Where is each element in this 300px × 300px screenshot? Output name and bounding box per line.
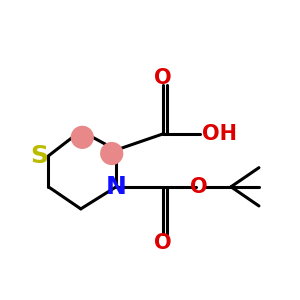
Text: O: O: [190, 177, 207, 197]
Circle shape: [101, 142, 123, 164]
Text: S: S: [31, 144, 49, 168]
Text: O: O: [154, 233, 172, 253]
Text: O: O: [154, 68, 172, 88]
Text: N: N: [106, 175, 127, 199]
Text: OH: OH: [202, 124, 236, 144]
Circle shape: [71, 126, 93, 148]
